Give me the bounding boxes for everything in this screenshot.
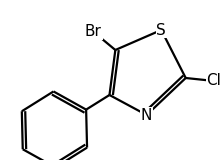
Text: Br: Br	[85, 24, 102, 39]
Text: Cl: Cl	[206, 73, 221, 88]
Text: S: S	[157, 23, 166, 37]
Text: N: N	[141, 108, 152, 123]
